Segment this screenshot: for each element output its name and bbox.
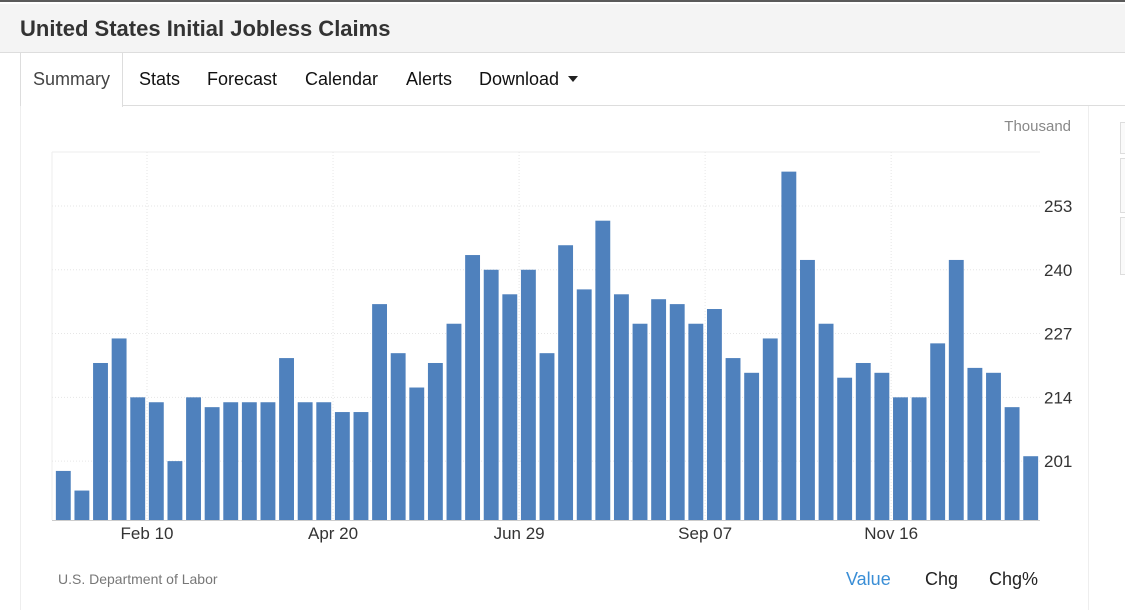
bar [279, 358, 294, 520]
bar [837, 377, 853, 520]
bar [409, 387, 425, 520]
bar [130, 397, 146, 520]
bar [855, 362, 871, 520]
bar [725, 358, 741, 520]
unit-label: Thousand [1004, 118, 1071, 135]
bar [465, 255, 481, 521]
bar [986, 372, 1001, 520]
bar [576, 289, 592, 520]
bar [948, 259, 964, 520]
bar [595, 220, 611, 520]
bar [669, 304, 685, 520]
caret-down-icon [568, 76, 579, 82]
tab-download[interactable]: Download [479, 53, 579, 106]
bar [186, 397, 201, 520]
source-label: U.S. Department of Labor [58, 571, 218, 587]
tab-alerts[interactable]: Alerts [406, 69, 453, 89]
bar [372, 304, 387, 520]
side-tab-strip [1120, 106, 1125, 610]
bar [204, 407, 220, 520]
tab-summary[interactable]: Summary [20, 53, 124, 107]
panel-border-left [20, 106, 21, 610]
y-tick-label: 253 [1044, 197, 1072, 216]
tab-download-label: Download [479, 69, 560, 89]
bar [744, 372, 760, 520]
side-tab[interactable] [1120, 158, 1125, 213]
bar [167, 461, 183, 520]
bar [967, 367, 983, 520]
bar [223, 402, 239, 520]
bar [390, 353, 406, 520]
bar [800, 259, 815, 520]
page-title: United States Initial Jobless Claims [20, 16, 391, 41]
bar [297, 402, 313, 520]
bar [520, 269, 536, 520]
bar [1004, 407, 1020, 520]
bar [148, 402, 164, 520]
bar [483, 269, 499, 520]
bar [241, 402, 257, 520]
tab-stats[interactable]: Stats [139, 69, 181, 89]
bar [74, 490, 90, 520]
x-tick-label: Nov 16 [864, 524, 918, 543]
x-tick-label: Feb 10 [121, 524, 174, 543]
mode-chg-button[interactable]: Chg [925, 569, 959, 589]
bar [334, 412, 350, 520]
bar [911, 397, 927, 520]
y-tick-label: 240 [1044, 261, 1072, 280]
bar [260, 402, 276, 520]
bar [111, 338, 127, 520]
mode-chg-pct-button[interactable]: Chg% [989, 569, 1039, 589]
x-tick-label: Apr 20 [308, 524, 358, 543]
y-tick-label: 214 [1044, 388, 1072, 407]
mode-value-button[interactable]: Value [846, 569, 891, 589]
bar [632, 323, 648, 520]
bar [781, 171, 797, 520]
bar [688, 323, 704, 520]
bar [930, 343, 946, 520]
y-tick-label: 227 [1044, 325, 1072, 344]
bar [55, 470, 71, 520]
x-tick-label: Jun 29 [494, 524, 545, 543]
bar [893, 397, 908, 520]
bar [316, 402, 332, 520]
bar [706, 309, 722, 520]
bar [1023, 456, 1039, 520]
side-tab[interactable] [1120, 217, 1125, 275]
side-tab[interactable] [1120, 122, 1125, 154]
bar [502, 294, 518, 520]
bar [874, 372, 890, 520]
panel-border-right [1088, 106, 1089, 610]
title-bar: United States Initial Jobless Claims [0, 4, 1125, 53]
bar [353, 412, 369, 520]
bar [558, 245, 574, 521]
bar [539, 353, 555, 520]
tab-calendar[interactable]: Calendar [305, 69, 379, 89]
bar [762, 338, 778, 520]
bar [651, 299, 667, 520]
bar [93, 362, 108, 520]
tab-forecast[interactable]: Forecast [207, 69, 278, 89]
bar [427, 362, 443, 520]
y-tick-label: 201 [1044, 452, 1072, 471]
tab-bar: Summary Stats Forecast Calendar Alerts D… [20, 53, 1125, 107]
bar [818, 323, 834, 520]
x-tick-label: Sep 07 [678, 524, 732, 543]
bar [446, 323, 462, 520]
bar [613, 294, 629, 520]
